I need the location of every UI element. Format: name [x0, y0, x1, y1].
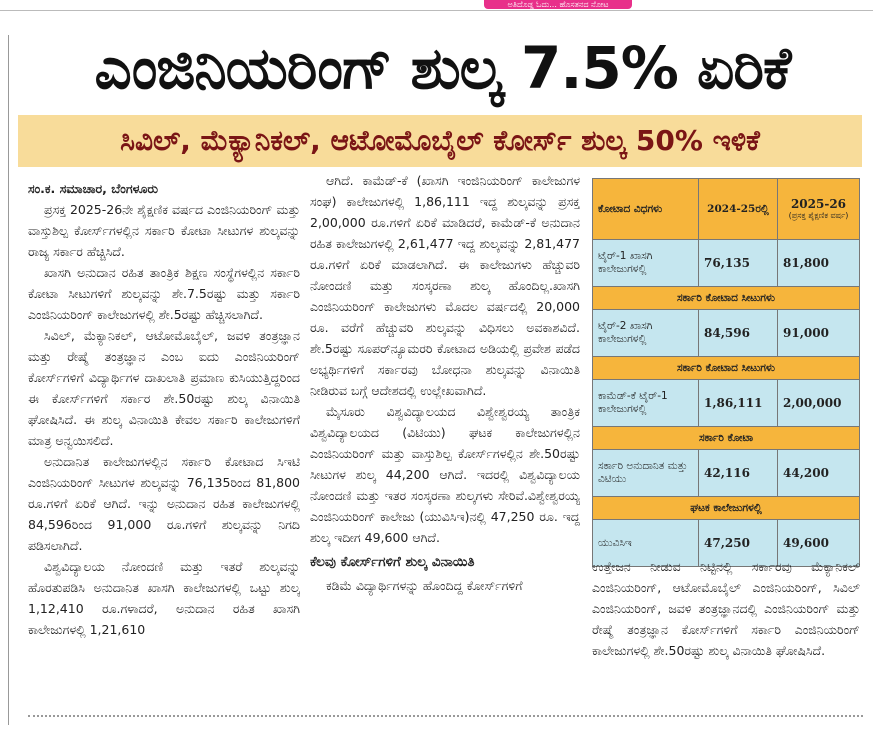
fee-cell: 47,250: [698, 519, 778, 567]
section-cell: ಘಟಕ ಕಾಲೇಜುಗಳಲ್ಲಿ: [592, 496, 860, 520]
header-cell: ಕೋಟಾದ ವಿಧಗಳು: [592, 178, 699, 240]
left-rule: [8, 35, 9, 725]
headline: ಎಂಜಿನಿಯರಿಂಗ್ ಶುಲ್ಕ 7.5% ಏರಿಕೆ: [94, 34, 792, 102]
fee-cell: 1,86,111: [698, 379, 778, 427]
table-header: ಕೋಟಾದ ವಿಧಗಳು 2024-25ರಲ್ಲಿ 2025-26 (ಪ್ರಸಕ…: [592, 178, 860, 240]
byline: ಸಂ.ಕ. ಸಮಾಚಾರ, ಬೆಂಗಳೂರು: [28, 181, 158, 196]
section-cell: ಸರ್ಕಾರಿ ಕೋಟಾದ ಸೀಟುಗಳು: [592, 286, 860, 310]
fee-cell: 44,200: [777, 449, 860, 497]
table-row: ಸರ್ಕಾರಿ ಕೋಟಾ: [592, 426, 860, 450]
fee-cell: 76,135: [698, 239, 778, 287]
quota-cell: ಯುವಿಸಿಇ: [592, 519, 699, 567]
fee-table: ಕೋಟಾದ ವಿಧಗಳು 2024-25ರಲ್ಲಿ 2025-26 (ಪ್ರಸಕ…: [592, 178, 860, 567]
bottom-rule: [28, 715, 863, 717]
table-row: ಕಾಮೆಡ್-ಕೆ ಟೈರ್-1 ಕಾಲೇಜುಗಳಲ್ಲಿ 1,86,111 2,0…: [592, 379, 860, 427]
fee-cell: 84,596: [698, 309, 778, 357]
paragraph: ಸಿವಿಲ್, ಮೆಕ್ಯಾನಿಕಲ್, ಆಟೋಮೊಬೈಲ್, ಜವಳಿ ತಂತ…: [28, 328, 300, 448]
top-rule: [0, 10, 873, 11]
fee-cell: 2,00,000: [777, 379, 860, 427]
header-text: 2025-26: [790, 197, 847, 211]
header-cell: 2024-25ರಲ್ಲಿ: [698, 178, 778, 240]
quota-cell: ಟೈರ್-1 ಖಾಸಗಿ ಕಾಲೇಜುಗಳಲ್ಲಿ: [592, 239, 699, 287]
subhead: ಕೆಲವು ಕೋರ್ಸ್‌ಗಳಿಗೆ ಶುಲ್ಕ ವಿನಾಯಿತಿ: [310, 554, 475, 570]
column: ಸಂ.ಕ. ಸಮಾಚಾರ, ಬೆಂಗಳೂರು ಪ್ರಸಕ್ತ 2025-26ನೇ…: [28, 178, 300, 700]
subheadline-band: [18, 115, 862, 167]
table-row: ಸರ್ಕಾರಿ ಅನುದಾನಿತ ಮತ್ತು ವಿಟಿಯು 42,116 44,20…: [592, 449, 860, 497]
column: ಆಗಿದೆ. ಕಾಮೆಡ್-ಕೆ (ಖಾಸಗಿ ಇಂಜಿನಿಯರಿಂಗ್ ಕಾಲ…: [310, 170, 580, 700]
paragraph: ವಿಶ್ವವಿದ್ಯಾಲಯ ನೋಂದಣಿ ಮತ್ತು ಇತರೆ ಶುಲ್ಕವನ್…: [28, 559, 300, 637]
table-row: ಘಟಕ ಕಾಲೇಜುಗಳಲ್ಲಿ: [592, 496, 860, 520]
table-row: ಸರ್ಕಾರಿ ಕೋಟಾದ ಸೀಟುಗಳು: [592, 356, 860, 380]
table-row: ಯುವಿಸಿಇ 47,250 49,600: [592, 519, 860, 567]
column: ಉತ್ತೇಜನ ನೀಡುವ ನಿಟ್ಟಿನಲ್ಲಿ ಸರ್ಕಾರವು ಮೆಕ್ಯ…: [592, 556, 860, 702]
fee-cell: 42,116: [698, 449, 778, 497]
paragraph: ಮೈಸೂರು ವಿಶ್ವವಿದ್ಯಾಲಯದ ವಿಶ್ವೇಶ್ವರಯ್ಯ ತಾಂತ…: [310, 404, 580, 545]
section-cell: ಸರ್ಕಾರಿ ಕೋಟಾ: [592, 426, 860, 450]
paragraph: ಕಡಿಮೆ ವಿದ್ಯಾರ್ಥಿಗಳನ್ನು ಹೊಂದಿದ್ದ ಕೋರ್ಸ್‌ಗ…: [326, 578, 523, 593]
table-row: ಟೈರ್-2 ಖಾಸಗಿ ಕಾಲೇಜುಗಳಲ್ಲಿ 84,596 91,000: [592, 309, 860, 357]
fee-cell: 91,000: [777, 309, 860, 357]
paragraph: ಖಾಸಗಿ ಅನುದಾನ ರಹಿತ ತಾಂತ್ರಿಕ ಶಿಕ್ಷಣ ಸಂಸ್ಥೆ…: [28, 265, 300, 322]
header-cell: 2025-26 (ಪ್ರಸಕ್ತ ಶೈಕ್ಷಣಿಕ ವರ್ಷ): [777, 178, 860, 240]
quota-cell: ಕಾಮೆಡ್-ಕೆ ಟೈರ್-1 ಕಾಲೇಜುಗಳಲ್ಲಿ: [592, 379, 699, 427]
section-cell: ಸರ್ಕಾರಿ ಕೋಟಾದ ಸೀಟುಗಳು: [592, 356, 860, 380]
quota-cell: ಟೈರ್-2 ಖಾಸಗಿ ಕಾಲೇಜುಗಳಲ್ಲಿ: [592, 309, 699, 357]
fee-cell: 49,600: [777, 519, 860, 567]
table-row: ಸರ್ಕಾರಿ ಕೋಟಾದ ಸೀಟುಗಳು: [592, 286, 860, 310]
paragraph: ಉತ್ತೇಜನ ನೀಡುವ ನಿಟ್ಟಿನಲ್ಲಿ ಸರ್ಕಾರವು ಮೆಕ್ಯ…: [592, 559, 860, 658]
paragraph: ಪ್ರಸಕ್ತ 2025-26ನೇ ಶೈಕ್ಷಣಿಕ ವರ್ಷದ ಎಂಜಿನಿಯ…: [28, 202, 300, 259]
paragraph: ಅನುದಾನಿತ ಕಾಲೇಜುಗಳಲ್ಲಿನ ಸರ್ಕಾರಿ ಕೋಟಾದ ಸಿಇ…: [28, 454, 300, 553]
quota-cell: ಸರ್ಕಾರಿ ಅನುದಾನಿತ ಮತ್ತು ವಿಟಿಯು: [592, 449, 699, 497]
brand-tag: ಅತಿದೊಡ್ಡ ಓದು... ಹೊಸತನದ ನೋಟ: [484, 0, 632, 9]
subheadline: ಸಿವಿಲ್, ಮೆಕ್ಯಾನಿಕಲ್, ಆಟೋಮೊಬೈಲ್ ಕೋರ್ಸ್ ಶು…: [120, 124, 760, 157]
header-note: (ಪ್ರಸಕ್ತ ಶೈಕ್ಷಣಿಕ ವರ್ಷ): [788, 211, 849, 220]
paragraph: ಆಗಿದೆ. ಕಾಮೆಡ್-ಕೆ (ಖಾಸಗಿ ಇಂಜಿನಿಯರಿಂಗ್ ಕಾಲ…: [310, 173, 580, 398]
table-row: ಟೈರ್-1 ಖಾಸಗಿ ಕಾಲೇಜುಗಳಲ್ಲಿ 76,135 81,800: [592, 239, 860, 287]
fee-cell: 81,800: [777, 239, 860, 287]
